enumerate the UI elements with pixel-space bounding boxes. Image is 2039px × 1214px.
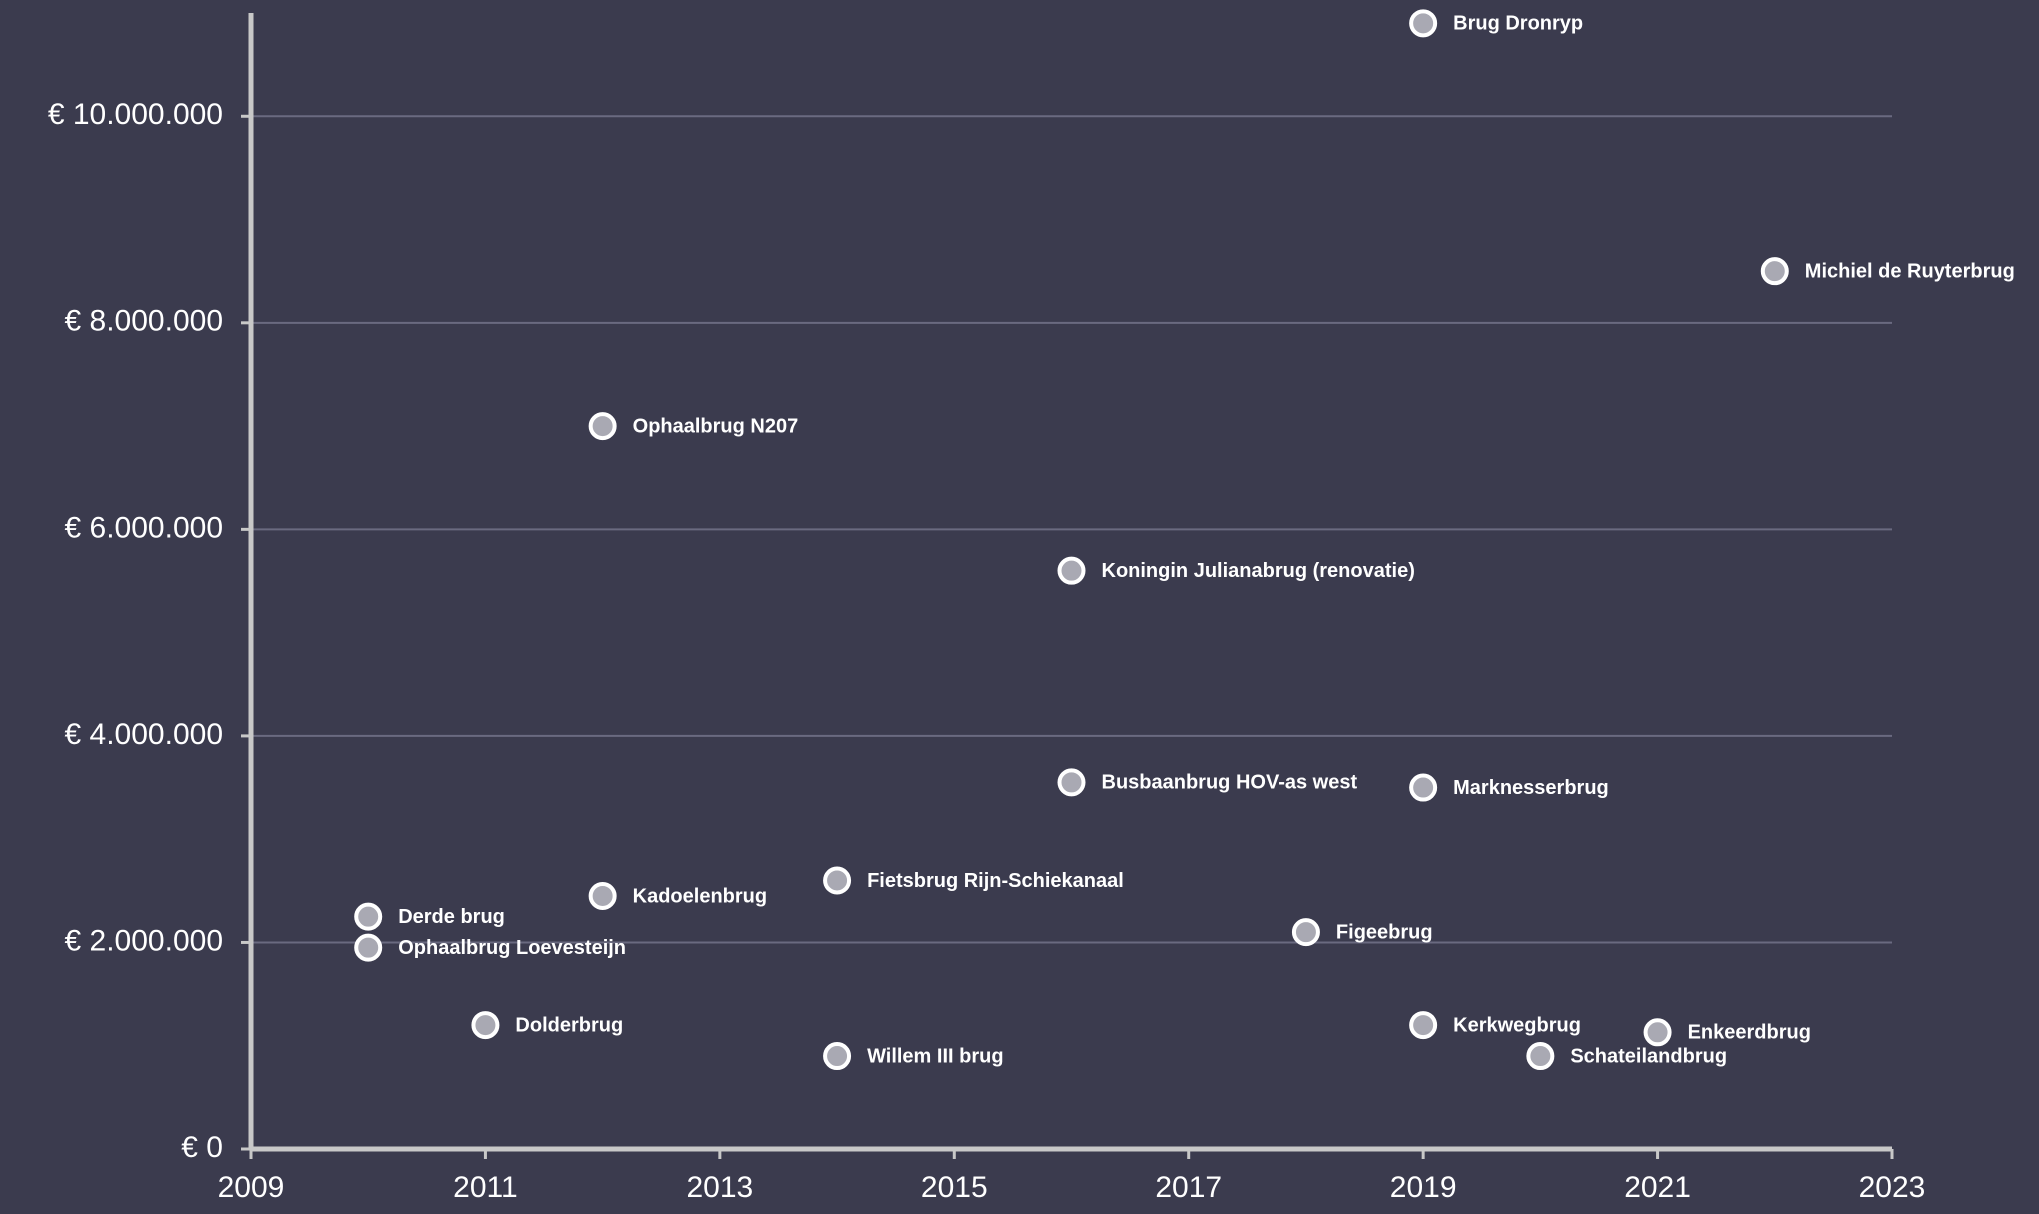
point xyxy=(354,902,383,931)
point xyxy=(1409,773,1438,802)
point-label: Ophaalbrug N207 xyxy=(633,415,799,437)
point-label: Kerkwegbrug xyxy=(1453,1014,1581,1036)
x-tick-label: 2015 xyxy=(921,1171,988,1204)
y-tick-label: € 0 xyxy=(181,1131,223,1164)
point xyxy=(823,1042,852,1071)
x-tick-label: 2013 xyxy=(686,1171,753,1204)
x-tick-label: 2009 xyxy=(218,1171,285,1204)
x-tick-label: 2017 xyxy=(1155,1171,1222,1204)
y-tick-label: € 8.000.000 xyxy=(65,305,223,338)
point-label: Dolderbrug xyxy=(515,1014,623,1036)
point xyxy=(1409,1011,1438,1040)
point xyxy=(1526,1042,1555,1071)
y-tick-label: € 2.000.000 xyxy=(65,924,223,957)
point-label: Marknesserbrug xyxy=(1453,777,1609,799)
point-label: Busbaanbrug HOV-as west xyxy=(1102,772,1358,794)
point-label: Koningin Julianabrug (renovatie) xyxy=(1102,560,1415,582)
point-label: Brug Dronryp xyxy=(1453,13,1583,35)
point xyxy=(823,866,852,895)
point xyxy=(1057,556,1086,585)
point-label: Willem III brug xyxy=(867,1045,1004,1067)
point xyxy=(588,412,617,441)
point-label: Kadoelenbrug xyxy=(633,885,767,907)
x-tick-label: 2021 xyxy=(1624,1171,1691,1204)
point-label: Schateilandbrug xyxy=(1570,1045,1727,1067)
point xyxy=(1291,918,1320,947)
point xyxy=(354,933,383,962)
x-tick-label: 2019 xyxy=(1390,1171,1457,1204)
point xyxy=(1057,768,1086,797)
point xyxy=(588,881,617,910)
y-tick-label: € 6.000.000 xyxy=(65,511,223,544)
x-tick-label: 2023 xyxy=(1859,1171,1926,1204)
point-label: Derde brug xyxy=(398,906,505,928)
point-label: Figeebrug xyxy=(1336,921,1433,943)
point-label: Enkeerdbrug xyxy=(1688,1022,1811,1044)
y-tick-label: € 10.000.000 xyxy=(48,98,223,131)
point-label: Ophaalbrug Loevesteijn xyxy=(398,937,626,959)
point xyxy=(471,1011,500,1040)
point-label: Fietsbrug Rijn-Schiekanaal xyxy=(867,870,1124,892)
point xyxy=(1409,9,1438,38)
point-label: Michiel de Ruyterbrug xyxy=(1805,260,2015,282)
x-tick-label: 2011 xyxy=(453,1171,518,1204)
y-tick-label: € 4.000.000 xyxy=(65,718,223,751)
point xyxy=(1643,1018,1672,1047)
point xyxy=(1760,257,1789,286)
